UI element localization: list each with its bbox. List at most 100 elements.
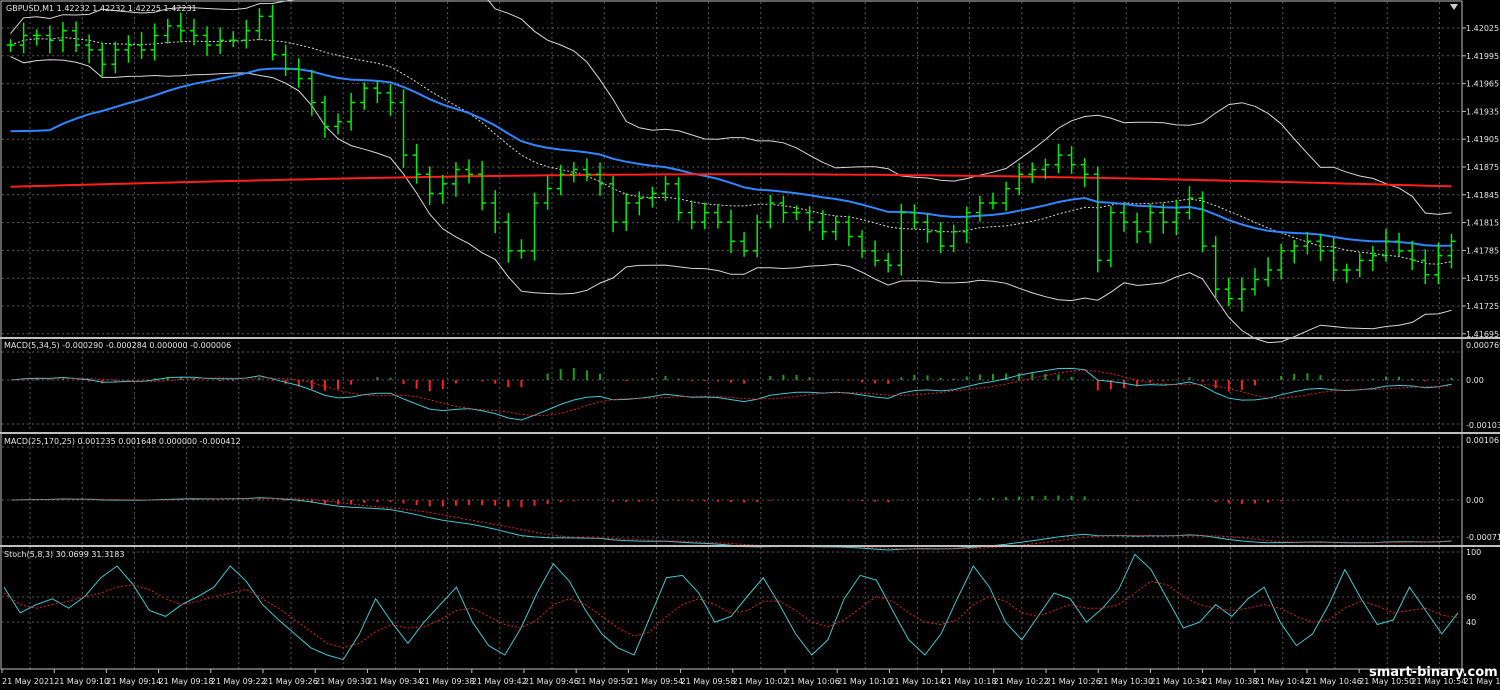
price-bar [1368, 246, 1377, 272]
price-bar [962, 206, 971, 244]
price-bar [609, 175, 618, 233]
macd-line [10, 367, 1452, 421]
price-bar [320, 95, 329, 138]
price-bar [530, 192, 539, 261]
price-bar [19, 22, 28, 54]
price-bar [543, 175, 552, 210]
time-label: 21 May 10:46 [1307, 677, 1362, 686]
price-bar [72, 21, 81, 53]
price-label: 1.41965 [1466, 80, 1499, 89]
price-label: 1.41935 [1466, 107, 1499, 116]
price-label: 1.41755 [1466, 274, 1499, 283]
stochastic-signal-line [3, 580, 1459, 649]
price-bar [727, 209, 735, 254]
time-label: 21 May 09:26 [263, 677, 318, 686]
price-bar [975, 195, 984, 222]
time-label: 21 May 10:18 [942, 677, 997, 686]
time-label: 21 May 09:10 [54, 677, 109, 686]
price-bar [1015, 163, 1024, 196]
price-bar [1159, 203, 1168, 234]
price-bar [1237, 277, 1246, 312]
price-bar [897, 203, 906, 276]
time-label: 21 May 09:58 [681, 677, 736, 686]
price-bar [334, 113, 343, 135]
price-bar [1133, 212, 1142, 244]
price-bar [438, 174, 447, 204]
time-label: 21 May 09:14 [106, 677, 161, 686]
symbol-header: GBPUSD,M1 1.42232 1.42232 1.42225 1.4223… [6, 4, 197, 13]
watermark: smart-binary.com [1369, 665, 1498, 680]
price-bar [517, 239, 526, 259]
time-label: 21 May 10:10 [837, 677, 892, 686]
price-bar [871, 240, 880, 267]
price-bar [491, 190, 500, 234]
price-bar [1172, 199, 1181, 235]
plot-border [0, 0, 1463, 670]
price-bar [569, 162, 578, 183]
price-bar [1264, 257, 1273, 287]
price-bar [1041, 158, 1050, 179]
price-label: 1.41725 [1466, 302, 1499, 311]
macd-slow-axis-label: 0.00106 [1466, 436, 1499, 445]
price-bar [203, 26, 212, 56]
price-bar [163, 18, 172, 44]
pane-frame [0, 0, 1500, 670]
price-bar [779, 195, 788, 223]
price-bar [6, 39, 15, 53]
price-bar [478, 161, 487, 211]
main-price-pane[interactable]: GBPUSD,M1 1.42232 1.42232 1.42225 1.4223… [6, 0, 1456, 344]
price-bar [949, 224, 958, 253]
price-bar [1146, 204, 1155, 244]
ma-red-line [10, 173, 1452, 188]
price-label: 1.41905 [1466, 135, 1499, 144]
price-bar [412, 143, 421, 184]
price-bar [844, 215, 853, 247]
price-bar [884, 252, 893, 273]
time-label: 21 May 10:42 [1255, 677, 1310, 686]
middle-band [10, 36, 1452, 265]
price-bar [792, 205, 801, 221]
price-bar [189, 18, 198, 46]
price-bar [805, 206, 814, 231]
price-bar [661, 175, 670, 201]
time-label: 21 May 09:50 [576, 677, 631, 686]
price-bar [635, 191, 644, 216]
time-label: 21 May 10:34 [1150, 677, 1205, 686]
price-axis: 1.42025 1.41995 1.41965 1.41935 1.41905 1.418… [1462, 24, 1499, 339]
price-bar [910, 204, 919, 230]
macd-fast-axis-label: 0.000769 [1466, 341, 1500, 350]
price-bar [386, 83, 395, 116]
price-bar [255, 8, 264, 41]
stochastic-main-line [3, 553, 1459, 661]
price-bar [556, 165, 565, 196]
price-bar [753, 214, 762, 258]
stochastic-header: Stoch(5,8,3) 30.0699 31.3183 [4, 550, 124, 559]
price-bar [648, 186, 657, 208]
ma-blue-line [10, 67, 1452, 247]
price-bar [687, 200, 696, 230]
price-bar [176, 12, 185, 43]
price-bar [1434, 242, 1443, 285]
macd-fast-axis-label: -0.001033 [1466, 421, 1500, 430]
price-bar [1342, 263, 1351, 283]
price-bar [1185, 186, 1194, 220]
price-bar [124, 35, 133, 63]
time-label: 21 May 10:26 [1046, 677, 1101, 686]
macd-fast-pane[interactable]: MACD(5,34,5) -0.000290 -0.000284 0.00000… [4, 341, 1453, 421]
upper-band [10, 0, 1452, 215]
price-bar [229, 31, 238, 48]
price-bar [1054, 143, 1063, 174]
price-bars[interactable] [6, 4, 1456, 312]
price-bar [1290, 239, 1299, 264]
stochastic-pane[interactable]: Stoch(5,8,3) 30.0699 31.3183 [3, 550, 1459, 661]
macd-slow-header: MACD(25,170,25) 0.001235 0.001648 0.0000… [4, 437, 241, 446]
lower-band [10, 56, 1452, 344]
stochastic-axis-label: 60 [1466, 593, 1476, 602]
stochastic-axis-label: 100 [1466, 548, 1481, 557]
time-label: 21 May 10:5 [1464, 677, 1500, 686]
price-bar [294, 58, 303, 88]
price-bar [1316, 233, 1325, 261]
price-bar [1408, 240, 1417, 270]
time-label: 21 May 10:14 [889, 677, 944, 686]
